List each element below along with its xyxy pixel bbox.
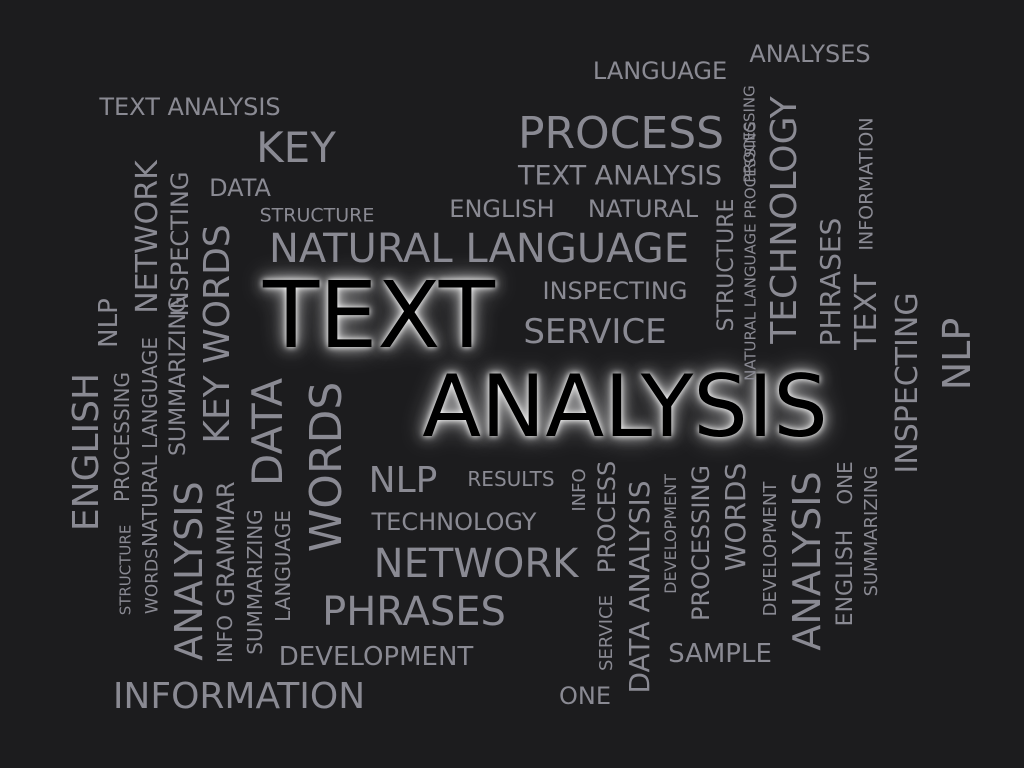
word-grammar: GRAMMAR	[212, 481, 240, 607]
word-technology-2: TECHNOLOGY	[764, 96, 805, 344]
word-inspecting-1: INSPECTING	[542, 277, 688, 305]
word-network-2: NETWORK	[130, 160, 165, 314]
word-words-2: WORDS	[142, 548, 163, 614]
word-english-2: ENGLISH	[66, 372, 107, 532]
word-service-2: SERVICE	[596, 595, 617, 671]
word-network-1: NETWORK	[373, 541, 579, 587]
word-structure-2: STRUCTURE	[116, 524, 135, 616]
word-processing-1: PROCESSING	[110, 371, 134, 503]
word-key: KEY	[256, 123, 336, 172]
word-data-1: DATA	[209, 174, 271, 202]
word-information-2: INFORMATION	[855, 117, 878, 251]
word-data-2: DATA	[243, 377, 292, 487]
word-natural: NATURAL	[587, 195, 699, 223]
word-summarizing-2: SUMMARIZING	[243, 509, 267, 655]
word-analysis-1: ANALYSIS	[167, 481, 211, 661]
word-structure-1: STRUCTURE	[259, 204, 375, 227]
word-analyses: ANALYSES	[749, 40, 871, 68]
word-development-1: DEVELOPMENT	[278, 642, 474, 672]
word-information-1: INFORMATION	[112, 676, 366, 717]
word-inspecting-3: INSPECTING	[890, 292, 925, 474]
word-development-2: DEVELOPMENT	[661, 474, 680, 594]
word-structure-3: STRUCTURE	[714, 198, 739, 332]
word-natural-language-2: NATURAL LANGUAGE	[138, 336, 162, 548]
word-summarizing-1: SUMMARIZING	[166, 296, 191, 456]
word-text-small: TEXT	[849, 274, 884, 350]
word-words-3: WORDS	[719, 462, 752, 572]
word-processing-3: PROCESSING	[687, 464, 715, 622]
word-process: PROCESS	[517, 108, 725, 159]
word-nlp-3: NLP	[935, 317, 979, 391]
word-english-1: ENGLISH	[449, 195, 555, 223]
word-info-2: INFO	[569, 468, 590, 512]
word-sample: SAMPLE	[668, 639, 772, 669]
word-summarizing-3: SUMMARIZING	[861, 465, 882, 597]
word-one-1: ONE	[558, 682, 612, 710]
word-phrases-2: PHRASES	[814, 217, 847, 347]
word-one-2: ONE	[833, 461, 857, 505]
word-natural-language-1: NATURAL LANGUAGE	[268, 226, 690, 272]
word-nlp-1: NLP	[368, 460, 438, 501]
word-analysis-hero: ANALYSIS	[422, 357, 828, 457]
word-text-hero: TEXT	[263, 262, 495, 369]
word-language: LANGUAGE	[592, 57, 728, 85]
word-text-analysis-1: TEXT ANALYSIS	[99, 93, 281, 121]
word-data-analysis: DATA ANALYSIS	[623, 480, 656, 694]
word-info-1: INFO	[213, 614, 237, 664]
word-process-2: PROCESS	[593, 460, 621, 574]
word-phrases-1: PHRASES	[322, 589, 506, 635]
word-natural-language-processing: NATURAL LANGUAGE PROCESSING	[741, 121, 760, 381]
word-inspecting-2: INSPECTING	[166, 171, 194, 317]
word-analysis-2: ANALYSIS	[785, 471, 829, 651]
word-development-3: DEVELOPMENT	[760, 481, 781, 617]
word-language-2: LANGUAGE	[271, 510, 295, 622]
word-technology-1: TECHNOLOGY	[371, 508, 537, 536]
word-text-analysis-2: TEXT ANALYSIS	[518, 160, 722, 192]
word-key-words: KEY WORDS	[197, 224, 238, 444]
word-words-1: WORDS	[301, 381, 352, 553]
word-nlp-2: NLP	[94, 298, 124, 348]
word-english-3: ENGLISH	[833, 529, 858, 627]
word-service-1: SERVICE	[523, 312, 667, 352]
word-results: RESULTS	[467, 467, 555, 491]
